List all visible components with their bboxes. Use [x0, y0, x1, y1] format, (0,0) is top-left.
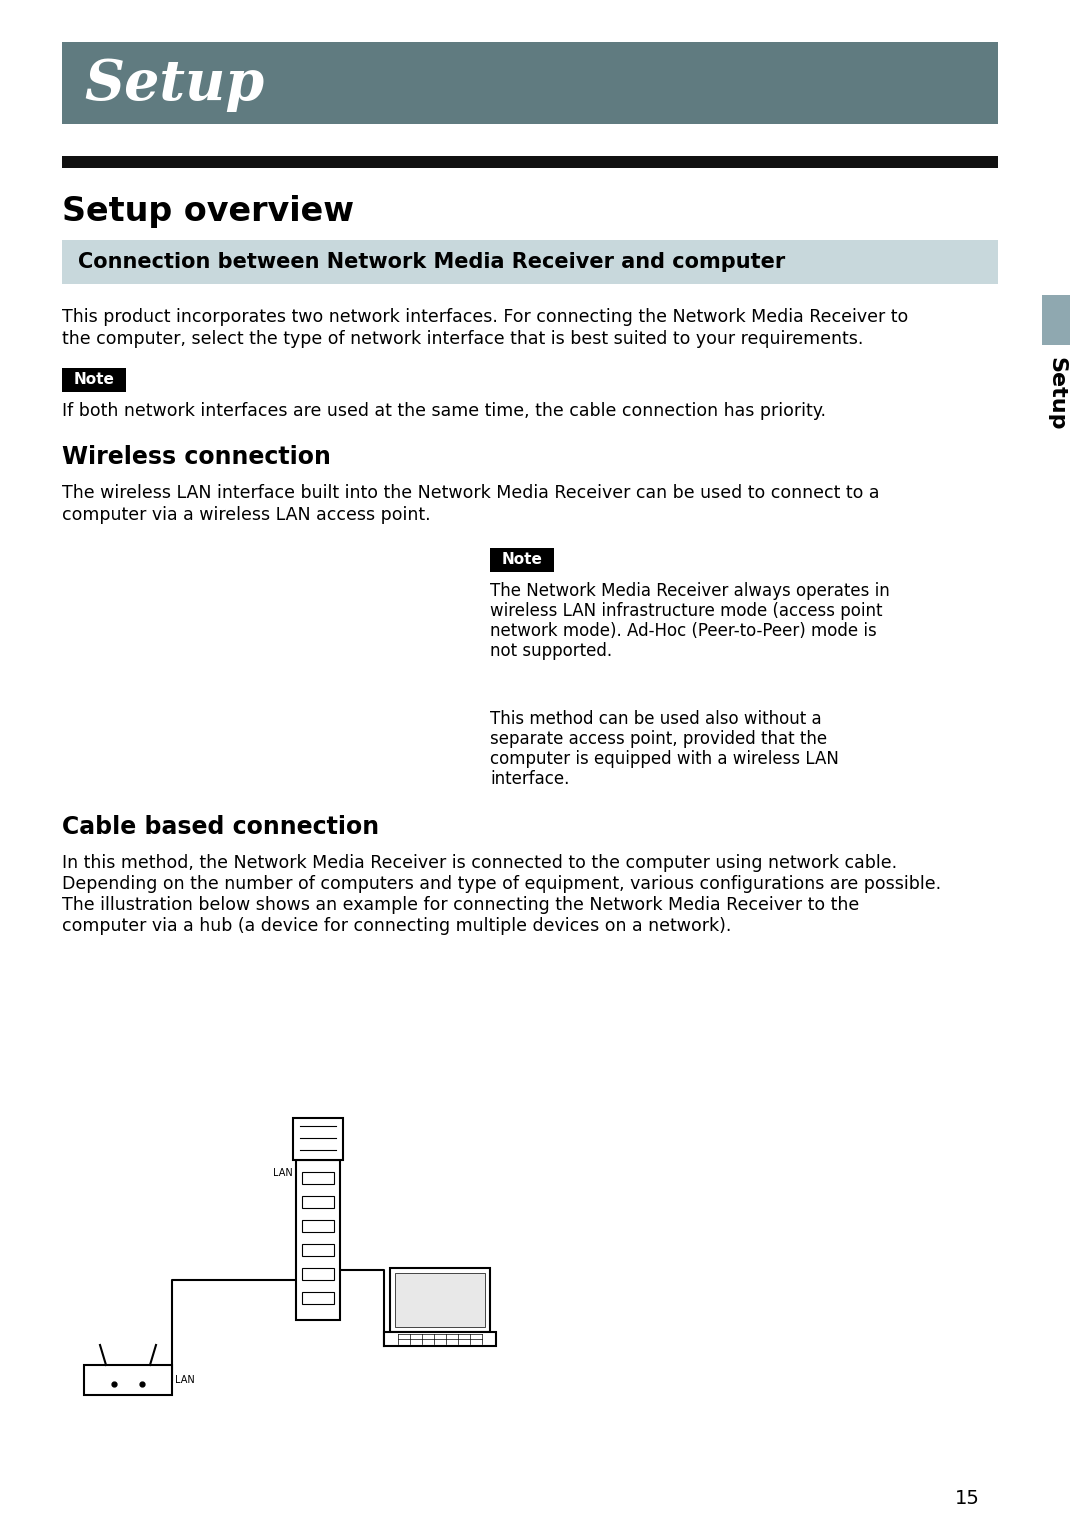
- Text: Cable based connection: Cable based connection: [62, 815, 379, 839]
- Bar: [384, 1332, 496, 1345]
- Bar: [296, 1160, 340, 1319]
- Text: This product incorporates two network interfaces. For connecting the Network Med: This product incorporates two network in…: [62, 308, 908, 327]
- Bar: [62, 239, 998, 284]
- Text: Depending on the number of computers and type of equipment, various configuratio: Depending on the number of computers and…: [62, 874, 941, 893]
- Text: Wireless connection: Wireless connection: [62, 445, 330, 469]
- Bar: [293, 1118, 343, 1160]
- Bar: [1042, 295, 1070, 345]
- Text: If both network interfaces are used at the same time, the cable connection has p: If both network interfaces are used at t…: [62, 402, 826, 420]
- Bar: [302, 1269, 334, 1279]
- Text: The illustration below shows an example for connecting the Network Media Receive: The illustration below shows an example …: [62, 896, 860, 914]
- Text: LAN: LAN: [273, 1167, 293, 1178]
- Text: interface.: interface.: [490, 770, 569, 788]
- Bar: [390, 1269, 490, 1332]
- Text: 15: 15: [955, 1490, 980, 1508]
- Bar: [302, 1197, 334, 1207]
- Bar: [395, 1273, 485, 1327]
- Bar: [62, 368, 126, 393]
- Text: LAN: LAN: [175, 1374, 194, 1385]
- Text: This method can be used also without a: This method can be used also without a: [490, 710, 822, 729]
- Text: Connection between Network Media Receiver and computer: Connection between Network Media Receive…: [78, 252, 785, 272]
- Bar: [84, 1365, 172, 1394]
- Text: In this method, the Network Media Receiver is connected to the computer using ne: In this method, the Network Media Receiv…: [62, 854, 897, 871]
- Text: The wireless LAN interface built into the Network Media Receiver can be used to : The wireless LAN interface built into th…: [62, 485, 879, 502]
- Text: network mode). Ad-Hoc (Peer-to-Peer) mode is: network mode). Ad-Hoc (Peer-to-Peer) mod…: [490, 621, 877, 640]
- Text: Note: Note: [501, 552, 542, 568]
- Text: not supported.: not supported.: [490, 643, 612, 660]
- Bar: [302, 1244, 334, 1256]
- Bar: [302, 1292, 334, 1304]
- Text: Setup: Setup: [1047, 357, 1066, 431]
- Bar: [62, 41, 998, 124]
- Bar: [62, 156, 998, 169]
- Text: Setup: Setup: [84, 57, 265, 112]
- Bar: [302, 1172, 334, 1184]
- Bar: [490, 548, 554, 572]
- Text: separate access point, provided that the: separate access point, provided that the: [490, 730, 827, 749]
- Text: Note: Note: [73, 373, 114, 388]
- Text: computer via a wireless LAN access point.: computer via a wireless LAN access point…: [62, 506, 431, 525]
- Text: wireless LAN infrastructure mode (access point: wireless LAN infrastructure mode (access…: [490, 601, 882, 620]
- Text: computer is equipped with a wireless LAN: computer is equipped with a wireless LAN: [490, 750, 839, 769]
- Text: the computer, select the type of network interface that is best suited to your r: the computer, select the type of network…: [62, 330, 863, 348]
- Text: Setup overview: Setup overview: [62, 195, 354, 229]
- Text: The Network Media Receiver always operates in: The Network Media Receiver always operat…: [490, 581, 890, 600]
- Text: computer via a hub (a device for connecting multiple devices on a network).: computer via a hub (a device for connect…: [62, 917, 731, 936]
- Bar: [302, 1220, 334, 1232]
